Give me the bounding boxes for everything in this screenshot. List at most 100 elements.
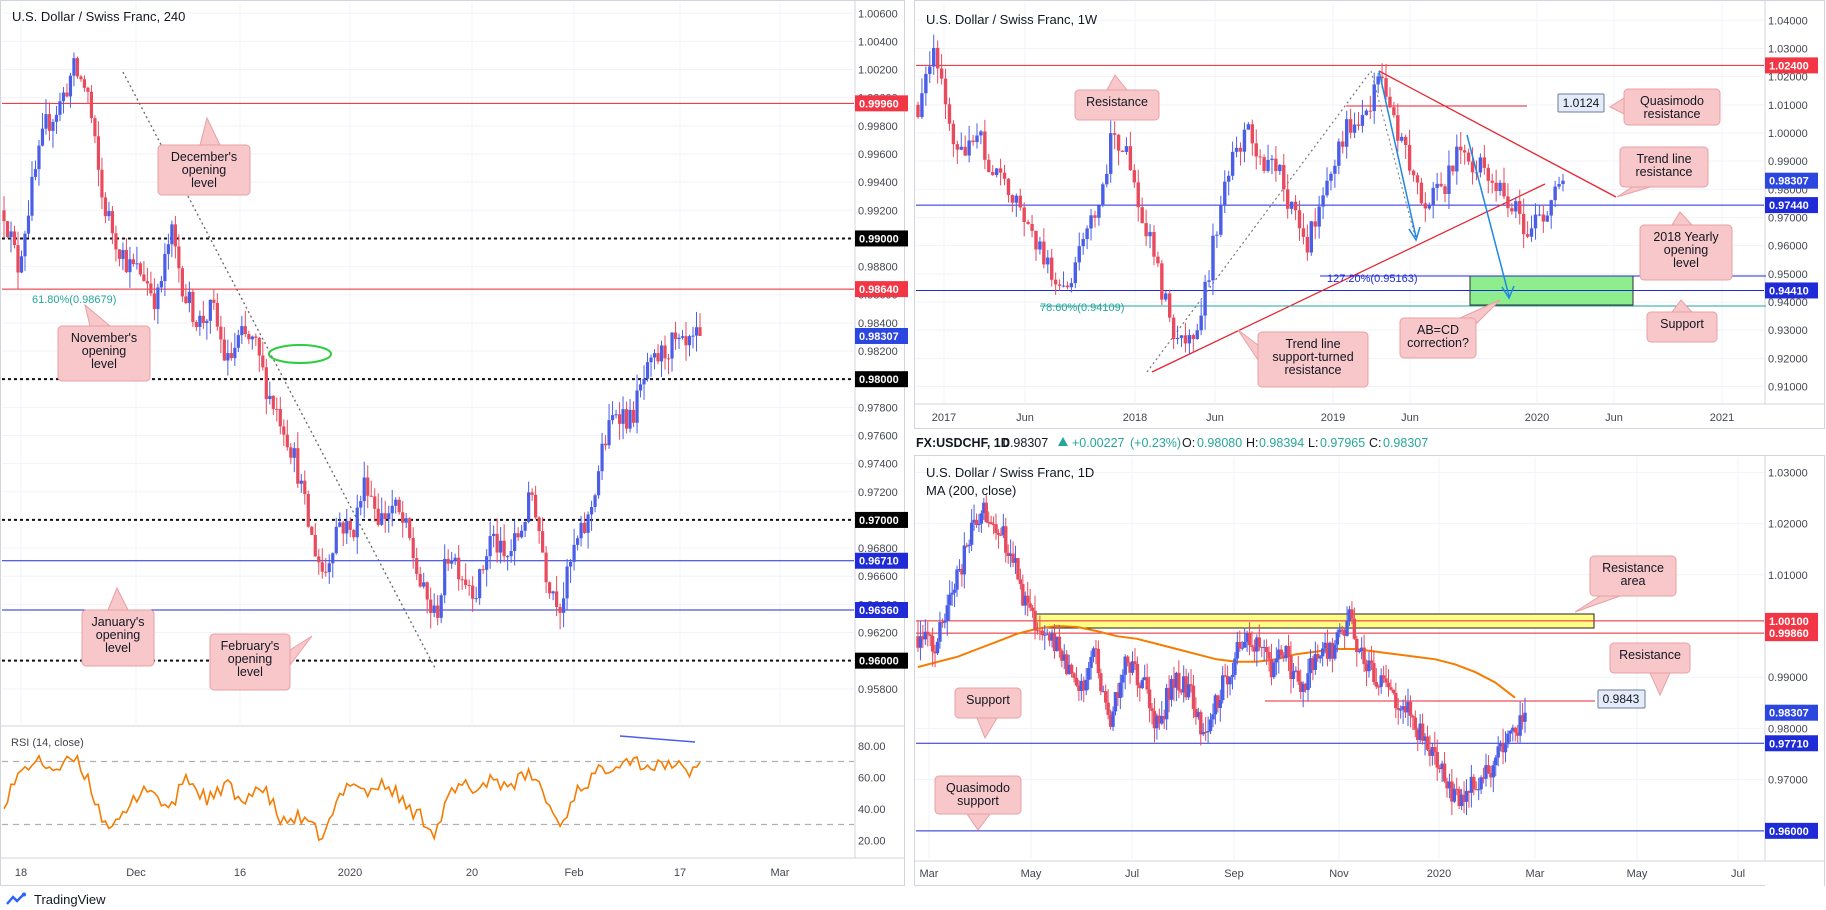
h4-candle-body (397, 499, 401, 513)
note-daily-support[interactable]: Support (954, 687, 1022, 740)
h4-x-tick: Feb (565, 867, 584, 879)
h4-candle-body (334, 526, 338, 554)
note-trend-line-resistance[interactable]: Trend line resistance (1616, 146, 1709, 198)
d-candle-body (986, 522, 991, 524)
rsi-divergence-line[interactable] (619, 735, 696, 743)
abcd-leg-cd (1466, 134, 1510, 297)
w-candle-body (1289, 201, 1294, 209)
d-candle-body (1069, 664, 1074, 674)
d-candle-body (928, 634, 932, 636)
note-january-opening-pointer (107, 586, 129, 611)
note-2018-yearly-opening[interactable]: 2018 Yearly opening level (1639, 211, 1733, 281)
w-candle-body (1034, 230, 1038, 250)
note-trend-support-turned-resistance[interactable]: Trend line support-turned resistance (1237, 329, 1369, 388)
weekly-fib-retrace-line[interactable] (1370, 70, 1417, 241)
h4-candle-body (589, 507, 594, 515)
h4-candle-body (614, 414, 618, 416)
d-candle-body (1096, 648, 1101, 674)
note-quasimodo-support[interactable]: Quasimodo support (934, 775, 1022, 831)
h4-candle-body (198, 315, 202, 328)
h4-candle-body (572, 544, 576, 562)
d-candle-body (991, 524, 996, 526)
daily-chart[interactable]: 0.9843 U.S. Dollar / Swiss Franc, 1D MA … (915, 456, 1825, 886)
note-abcd-correction-box (1399, 317, 1477, 359)
note-january-opening[interactable]: January's opening level (81, 586, 155, 667)
h4-candle-body (586, 514, 590, 533)
d-candle-body (1316, 654, 1320, 659)
h4-level-tag-label: 0.99000 (859, 233, 899, 245)
w-candle-body (971, 140, 975, 143)
h4-rsi-panel[interactable]: 80.00 60.00 40.00 20.00 (2, 735, 886, 847)
h4-candle-body (26, 215, 31, 234)
d-y-tick: 1.03000 (1768, 467, 1808, 479)
h4-candle-body (114, 233, 118, 250)
d-candle-body (1106, 702, 1110, 715)
d-candle-body (935, 641, 940, 654)
note-quasimodo-resistance[interactable]: Quasimodo resistance (1608, 88, 1721, 126)
w-candle-body (1234, 147, 1239, 152)
daily-price-axis[interactable] (1765, 456, 1824, 886)
w-x-tick: Jun (1401, 412, 1419, 424)
h4-y-tick: 0.96800 (858, 543, 898, 555)
w-candle-body (1482, 157, 1487, 168)
weekly-chart[interactable]: 127.20%(0.95163) 78.60%(0.94109) 1.0124 … (915, 1, 1825, 428)
note-november-opening[interactable]: November's opening level (57, 303, 151, 382)
d-candle-body (1294, 670, 1298, 672)
d-candle-body (1223, 675, 1227, 677)
note-daily-resistance[interactable]: Resistance (1609, 642, 1691, 697)
h4-candle-body (331, 553, 335, 564)
h4-candle-body (418, 573, 422, 587)
abcd-pattern[interactable] (1378, 70, 1515, 300)
support-turned-resistance-trendline[interactable] (1151, 183, 1546, 373)
d-candle-body (1152, 710, 1157, 729)
d-candle-body (1515, 732, 1520, 736)
h4-candle-body (208, 299, 212, 321)
h4-candle-body (600, 443, 604, 472)
w-candle-body (1419, 182, 1424, 204)
note-resistance-area[interactable]: Resistance area (1574, 555, 1677, 613)
d-candle-body (1301, 683, 1305, 692)
w-candle-body (947, 104, 952, 124)
d-candle-body (1082, 680, 1086, 691)
h4-highlight-ellipse[interactable] (268, 344, 332, 364)
note-weekly-resistance[interactable]: Resistance (1074, 74, 1160, 121)
d-candle-body (1386, 682, 1391, 688)
h4-chart[interactable]: 61.80%(0.98679) U.S. Dollar / Swiss Fran… (1, 1, 908, 885)
abcd-arrowheads (1408, 226, 1515, 300)
w-x-tick: Jun (1605, 412, 1623, 424)
note-december-opening[interactable]: December's opening level (157, 116, 251, 196)
w-candle-body (928, 66, 932, 74)
symbol-legend[interactable]: FX:USDCHF, 1D 0.98307 +0.00227 (+0.23%) … (916, 436, 1428, 450)
h4-candle-body (205, 320, 209, 323)
d-candle-body (1196, 712, 1201, 718)
note-abcd-correction[interactable]: AB=CD correction? (1399, 299, 1501, 359)
h4-price-axis[interactable] (855, 1, 904, 885)
d-candle-body (1306, 673, 1310, 690)
tradingview-branding[interactable]: TradingView (6, 888, 106, 910)
h4-trend-line[interactable] (122, 71, 436, 669)
h4-candle-body (677, 337, 681, 340)
note-february-opening-line: level (237, 665, 263, 679)
d-candle-body (1177, 672, 1181, 691)
h4-candle-body (603, 443, 608, 446)
trend-line-resistance[interactable] (1378, 70, 1617, 198)
h4-candle-body (166, 244, 170, 254)
d-candle-body (1476, 789, 1481, 791)
w-candle-body (955, 144, 960, 150)
note-weekly-support[interactable]: Support (1646, 299, 1718, 343)
weekly-fib-trendline[interactable] (1146, 70, 1372, 373)
note-trend-line-resistance-pointer (1616, 186, 1651, 198)
w-candle-body (1282, 164, 1286, 190)
w-candle-body (1297, 210, 1302, 229)
ma-200-line[interactable] (917, 624, 1516, 699)
d-candle-body (1396, 708, 1400, 710)
note-february-opening[interactable]: February's opening level (209, 633, 313, 691)
h4-candle-body (75, 58, 80, 77)
h4-x-tick: 20 (466, 867, 478, 879)
note-january-opening-line: level (105, 641, 131, 655)
d-x-tick: May (1627, 868, 1648, 880)
w-x-tick: Jun (1016, 412, 1034, 424)
d-candle-body (1489, 773, 1493, 778)
d-candle-body (1118, 682, 1123, 698)
h4-candle-body (348, 521, 352, 530)
